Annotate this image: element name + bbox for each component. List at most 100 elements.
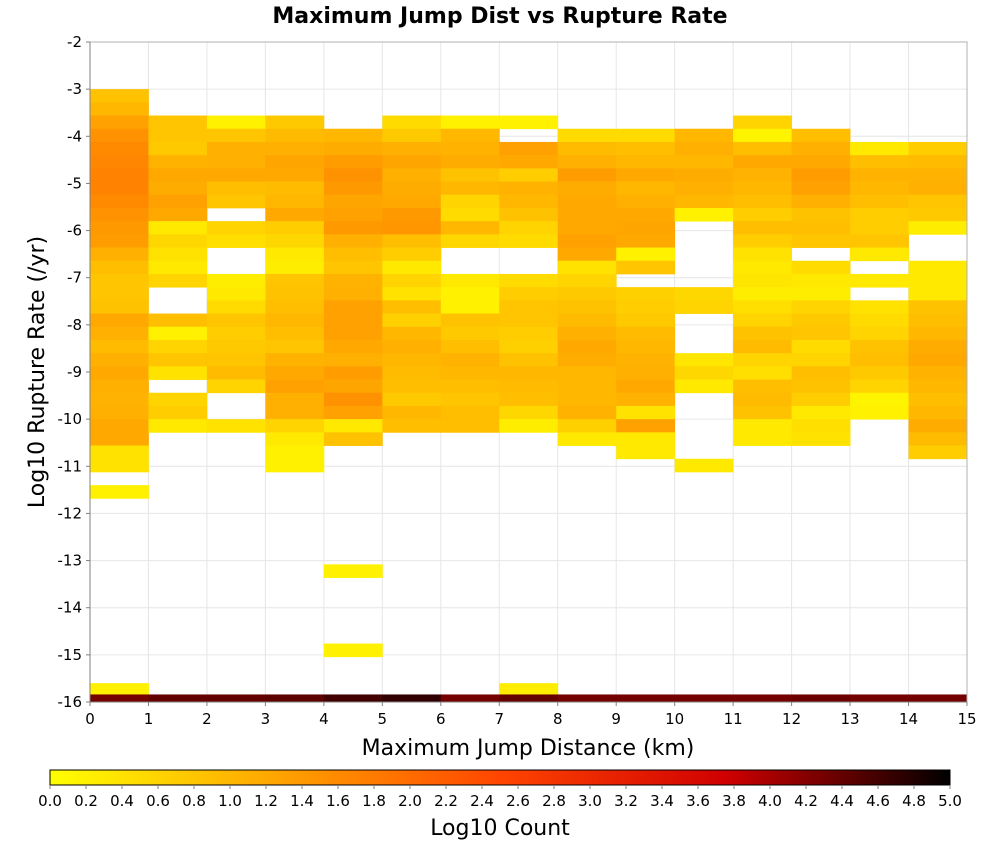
heatmap-cell: [206, 273, 266, 288]
heatmap-cell: [908, 300, 968, 314]
heatmap-cell: [382, 313, 442, 328]
heatmap-cell: [148, 155, 208, 169]
heatmap-cell: [323, 366, 383, 380]
heatmap-cell: [557, 405, 617, 420]
x-tick-label: 15: [957, 710, 976, 728]
heatmap-cell: [148, 181, 208, 196]
heatmap-cell: [616, 326, 676, 341]
heatmap-cell: [440, 339, 500, 354]
heatmap-cell: [148, 419, 208, 433]
heatmap-cell: [674, 379, 734, 394]
heatmap-cell: [557, 287, 617, 301]
heatmap-cell: [382, 181, 442, 196]
heatmap-cell: [616, 419, 676, 433]
heatmap-cell: [323, 432, 383, 446]
heatmap-cell: [90, 89, 149, 103]
heatmap-cell: [148, 207, 208, 222]
heatmap-cell: [90, 313, 149, 328]
heatmap-cell: [791, 273, 851, 288]
heatmap-cell: [265, 392, 325, 407]
heatmap-cell: [499, 326, 559, 341]
heatmap-cell: [90, 339, 149, 354]
heatmap-cell: [616, 445, 676, 460]
heatmap-cell: [733, 273, 792, 288]
heatmap-cells: [90, 89, 968, 702]
colorbar-tick-label: 0.4: [110, 792, 134, 810]
y-tick-label: -14: [58, 599, 83, 617]
colorbar-tick-label: 4.6: [866, 792, 890, 810]
heatmap-cell: [323, 221, 383, 235]
heatmap-cell: [440, 273, 500, 288]
heatmap-cell: [850, 339, 909, 354]
heatmap-cell: [791, 326, 851, 341]
heatmap-cell: [733, 432, 792, 446]
heatmap-cell: [206, 287, 266, 301]
heatmap-cell: [908, 445, 968, 460]
heatmap-cell: [850, 300, 909, 314]
heatmap-cell: [382, 207, 442, 222]
x-tick-label: 9: [611, 710, 621, 728]
heatmap-cell: [382, 260, 442, 275]
heatmap-cell: [499, 419, 559, 433]
heatmap-cell: [265, 155, 325, 169]
heatmap-cell: [674, 694, 734, 702]
heatmap-cell: [206, 141, 266, 156]
heatmap-cell: [733, 287, 792, 301]
heatmap-cell: [908, 432, 968, 446]
heatmap-cell: [733, 194, 792, 209]
heatmap-cell: [791, 300, 851, 314]
heatmap-cell: [382, 115, 442, 130]
heatmap-cell: [382, 694, 442, 702]
heatmap-cell: [265, 694, 325, 702]
heatmap-cell: [440, 128, 500, 143]
heatmap-cell: [323, 694, 383, 702]
heatmap-cell: [908, 405, 968, 420]
x-tick-label: 2: [202, 710, 212, 728]
colorbar-tick-label: 3.2: [614, 792, 638, 810]
heatmap-cell: [382, 141, 442, 156]
heatmap-cell: [908, 181, 968, 196]
heatmap-cell: [382, 326, 442, 341]
heatmap-cell: [382, 168, 442, 182]
heatmap-cell: [616, 432, 676, 446]
heatmap-cell: [440, 168, 500, 182]
heatmap-cell: [148, 194, 208, 209]
heatmap-cell: [499, 141, 559, 156]
heatmap-cell: [499, 207, 559, 222]
heatmap-cell: [440, 155, 500, 169]
heatmap-cell: [323, 128, 383, 143]
heatmap-cell: [733, 694, 792, 702]
heatmap-cell: [908, 326, 968, 341]
heatmap-cell: [908, 392, 968, 407]
heatmap-cell: [908, 313, 968, 328]
heatmap-cell: [148, 366, 208, 380]
heatmap-cell: [206, 168, 266, 182]
heatmap-cell: [791, 405, 851, 420]
heatmap-cell: [499, 168, 559, 182]
heatmap-cell: [733, 366, 792, 380]
heatmap-cell: [90, 287, 149, 301]
heatmap-cell: [674, 181, 734, 196]
heatmap-cell: [323, 419, 383, 433]
heatmap-cell: [908, 379, 968, 394]
heatmap-cell: [440, 313, 500, 328]
heatmap-cell: [674, 168, 734, 182]
heatmap-cell: [557, 207, 617, 222]
heatmap-cell: [323, 379, 383, 394]
heatmap-cell: [265, 194, 325, 209]
x-tick-label: 1: [144, 710, 154, 728]
heatmap-cell: [733, 141, 792, 156]
heatmap-cell: [557, 273, 617, 288]
heatmap-cell: [206, 419, 266, 433]
heatmap-cell: [323, 405, 383, 420]
y-tick-label: -6: [67, 222, 82, 240]
heatmap-cell: [90, 207, 149, 222]
colorbar-tick-label: 3.6: [686, 792, 710, 810]
heatmap-cell: [499, 392, 559, 407]
heatmap-cell: [557, 419, 617, 433]
x-tick-label: 14: [899, 710, 918, 728]
heatmap-cell: [616, 405, 676, 420]
heatmap-cell: [733, 392, 792, 407]
heatmap-cell: [265, 445, 325, 460]
